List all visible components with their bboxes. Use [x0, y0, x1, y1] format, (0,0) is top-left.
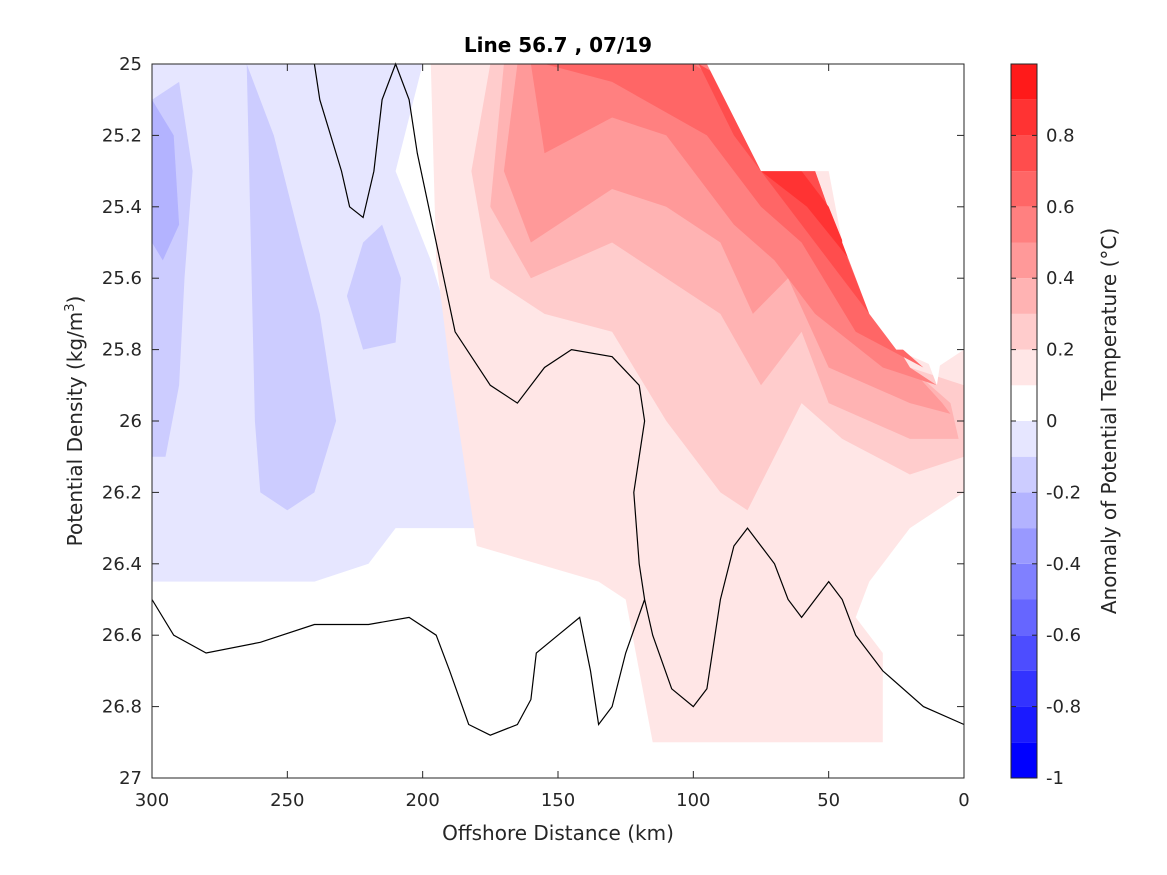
colorbar-swatch [1011, 171, 1037, 207]
zero-contour-line-1 [313, 62, 965, 726]
colorbar-swatch [1011, 242, 1037, 279]
y-tick-label: 25.8 [102, 340, 142, 361]
colorbar-swatch [1011, 528, 1037, 564]
contour-fill-neg-2 [246, 64, 337, 511]
colorbar-swatch [1011, 278, 1037, 314]
x-axis: 300 250 200 150 100 50 0 [135, 64, 970, 811]
colorbar-swatch [1011, 563, 1037, 600]
y-axis: 25 25.2 25.4 25.6 25.8 26 26.2 26.4 26.6 26.8 27 [102, 54, 964, 789]
colorbar-tick-label: 0.2 [1046, 340, 1075, 361]
colorbar-swatch [1011, 385, 1037, 421]
colorbar-tick-label: -0.8 [1046, 697, 1081, 718]
y-axis-label-main: Potential Density (kg/m [63, 312, 87, 547]
y-tick-label: 25.6 [102, 268, 142, 289]
colorbar-swatch [1011, 706, 1037, 743]
contour-fill-neg-5 [152, 99, 180, 261]
contour-fill-pos-0.45 [530, 64, 937, 386]
colorbar-label: Anomaly of Potential Temperature (°C) [1097, 228, 1121, 614]
colorbar-tick-label: 0.8 [1046, 125, 1075, 146]
y-tick-label: 27 [119, 768, 142, 789]
colorbar-swatch [1011, 635, 1037, 671]
y-tick-label: 26.6 [102, 625, 142, 646]
colorbar-tick-label: -0.2 [1046, 482, 1081, 503]
colorbar-swatch [1011, 742, 1037, 778]
colorbar-tick-label: -1 [1046, 768, 1064, 789]
colorbar-swatch [1011, 206, 1037, 243]
x-tick-label: 100 [676, 790, 710, 811]
y-tick-label: 26 [119, 411, 142, 432]
y-tick-label: 26.8 [102, 697, 142, 718]
x-axis-label: Offshore Distance (km) [442, 821, 674, 845]
y-tick-label: 26.4 [102, 554, 142, 575]
zero-contour-line-2 [151, 599, 646, 736]
colorbar-swatch [1011, 599, 1037, 636]
x-tick-label: 150 [541, 790, 575, 811]
colorbar-tick-label: 0.6 [1046, 197, 1075, 218]
no-data-region [706, 64, 964, 386]
contour-fill-neg-outer [152, 64, 518, 582]
colorbar-swatch [1011, 99, 1037, 136]
x-tick-label: 50 [817, 790, 840, 811]
colorbar-tick-label: -0.6 [1046, 625, 1081, 646]
x-tick-label: 200 [405, 790, 439, 811]
zero-contour-layer [151, 62, 965, 736]
colorbar-tick-label: 0.4 [1046, 268, 1075, 289]
x-tick-label: 0 [958, 790, 969, 811]
y-tick-label: 25.2 [102, 125, 142, 146]
colorbar-tick-label: 0 [1046, 411, 1057, 432]
y-tick-label: 26.2 [102, 482, 142, 503]
y-tick-label: 25.4 [102, 197, 142, 218]
contour-fill-neg-3 [346, 224, 401, 350]
plot-area [152, 64, 964, 778]
colorbar-swatch [1011, 421, 1037, 457]
colorbar-swatch [1011, 313, 1037, 350]
colorbar-swatch [1011, 492, 1037, 529]
y-axis-label: Potential Density (kg/m3) [63, 296, 87, 547]
y-axis-label-tail: ) [63, 296, 87, 304]
y-tick-label: 25 [119, 54, 142, 75]
colorbar: 0.8 0.6 0.4 0.2 0 -0.2 -0.4 -0.6 -0.8 -1 [1010, 63, 1081, 789]
chart-title: Line 56.7 , 07/19 [464, 33, 652, 57]
colorbar-tick-label: -0.4 [1046, 554, 1081, 575]
y-axis-label-superscript: 3 [63, 303, 78, 311]
x-tick-label: 250 [270, 790, 304, 811]
colorbar-swatch [1011, 349, 1037, 386]
contour-fill-neg-a [211, 135, 228, 350]
colorbar-swatch [1011, 670, 1037, 707]
x-tick-label: 300 [135, 790, 169, 811]
colorbar-swatch [1011, 135, 1037, 172]
colorbar-swatch [1011, 64, 1037, 100]
colorbar-swatch [1011, 456, 1037, 493]
